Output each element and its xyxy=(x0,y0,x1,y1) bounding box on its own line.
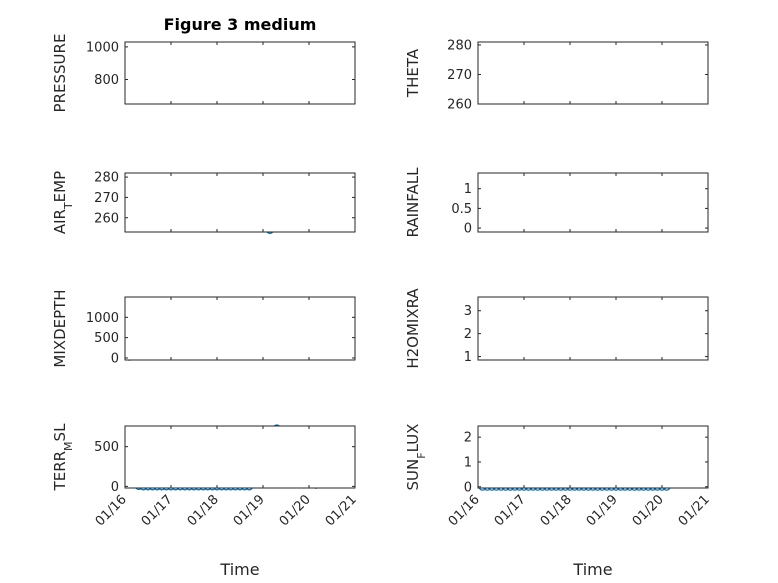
y-tick-label: 1 xyxy=(464,455,472,470)
subplot-1: 800 1000 PRESSURE xyxy=(51,34,356,113)
subplot-6: 1 2 3 H2OMIXRA xyxy=(404,288,709,369)
subplot-5: 0 500 1000 MIXDEPTH xyxy=(51,289,356,368)
y-axis-label: SUNFLUX xyxy=(404,424,428,491)
y-tick-label: 0.5 xyxy=(451,202,472,217)
y-axis-label: THETA xyxy=(404,48,422,98)
y-tick-label: 270 xyxy=(94,191,119,206)
subplot-7: 0 500 TERRMSL 01/16 01/17 01/18 01/19 01/20 01/2… xyxy=(51,423,360,579)
y-tick-label: 280 xyxy=(447,38,472,53)
x-tick-label: 01/20 xyxy=(277,492,314,529)
axes-frame xyxy=(124,172,356,233)
y-axis-label: AIRTEMP xyxy=(51,171,75,234)
x-tick-label: 01/21 xyxy=(676,492,713,529)
y-tick-label: 0 xyxy=(464,480,472,495)
axes-frame xyxy=(124,296,356,361)
x-axis-label: Time xyxy=(219,560,259,579)
y-tick-label: 0 xyxy=(111,480,119,495)
x-tick-label: 01/19 xyxy=(584,492,621,529)
x-axis-label: Time xyxy=(572,560,612,579)
y-tick-label: 280 xyxy=(94,171,119,186)
x-tick-label: 01/21 xyxy=(323,492,360,529)
x-tick-label: 01/17 xyxy=(139,492,176,529)
y-tick-label: 500 xyxy=(94,440,119,455)
subplot-8: 0 1 2 SUNFLUX 01/16 01/17 01/18 01/19 01/20 01/21… xyxy=(404,424,713,579)
y-tick-label: 260 xyxy=(94,211,119,226)
y-axis-label: TERRMSL xyxy=(51,423,75,492)
y-tick-label: 270 xyxy=(447,68,472,83)
y-axis-label: RAINFALL xyxy=(404,167,422,238)
x-tick-label: 01/16 xyxy=(93,492,130,529)
y-tick-label: 260 xyxy=(447,98,472,113)
x-tick-label: 01/18 xyxy=(185,492,222,529)
axes-frame xyxy=(477,172,709,233)
x-tick-label: 01/18 xyxy=(538,492,575,529)
figure-title: Figure 3 medium xyxy=(164,15,317,34)
y-tick-label: 1000 xyxy=(86,311,119,326)
x-tick-label: 01/17 xyxy=(492,492,529,529)
x-tick-label: 01/16 xyxy=(446,492,483,529)
y-tick-label: 0 xyxy=(464,222,472,237)
y-tick-label: 1000 xyxy=(86,40,119,55)
y-tick-label: 2 xyxy=(464,431,472,446)
y-tick-label: 800 xyxy=(94,73,119,88)
y-tick-label: 2 xyxy=(464,327,472,342)
y-axis-label: PRESSURE xyxy=(51,34,69,113)
axes-frame xyxy=(477,41,709,105)
y-tick-label: 1 xyxy=(464,350,472,365)
x-tick-label: 01/19 xyxy=(231,492,268,529)
axes-frame xyxy=(124,41,356,105)
axes-frame xyxy=(477,425,709,489)
axes-frame xyxy=(124,425,356,489)
y-tick-label: 500 xyxy=(94,331,119,346)
y-tick-label: 1 xyxy=(464,182,472,197)
y-tick-label: 0 xyxy=(111,351,119,366)
x-tick-label: 01/20 xyxy=(630,492,667,529)
subplot-3: 260 270 280 AIRTEMP xyxy=(51,171,356,234)
subplot-2: 260 270 280 THETA xyxy=(404,38,709,113)
subplot-4: 0 0.5 1 RAINFALL xyxy=(404,167,709,238)
axes-frame xyxy=(477,296,709,361)
y-tick-label: 3 xyxy=(464,304,472,319)
y-axis-label: H2OMIXRA xyxy=(404,288,422,369)
y-axis-label: MIXDEPTH xyxy=(51,289,69,367)
